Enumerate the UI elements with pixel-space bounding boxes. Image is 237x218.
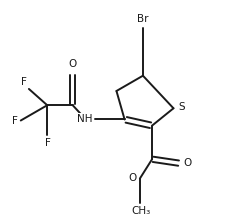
Text: F: F — [13, 116, 18, 126]
Text: NH: NH — [77, 114, 93, 124]
Text: S: S — [178, 102, 185, 112]
Text: F: F — [45, 138, 51, 148]
Text: F: F — [21, 77, 27, 87]
Text: O: O — [183, 158, 191, 168]
Text: CH₃: CH₃ — [131, 206, 150, 216]
Text: Br: Br — [137, 14, 149, 24]
Text: O: O — [68, 59, 77, 69]
Text: O: O — [128, 172, 136, 182]
